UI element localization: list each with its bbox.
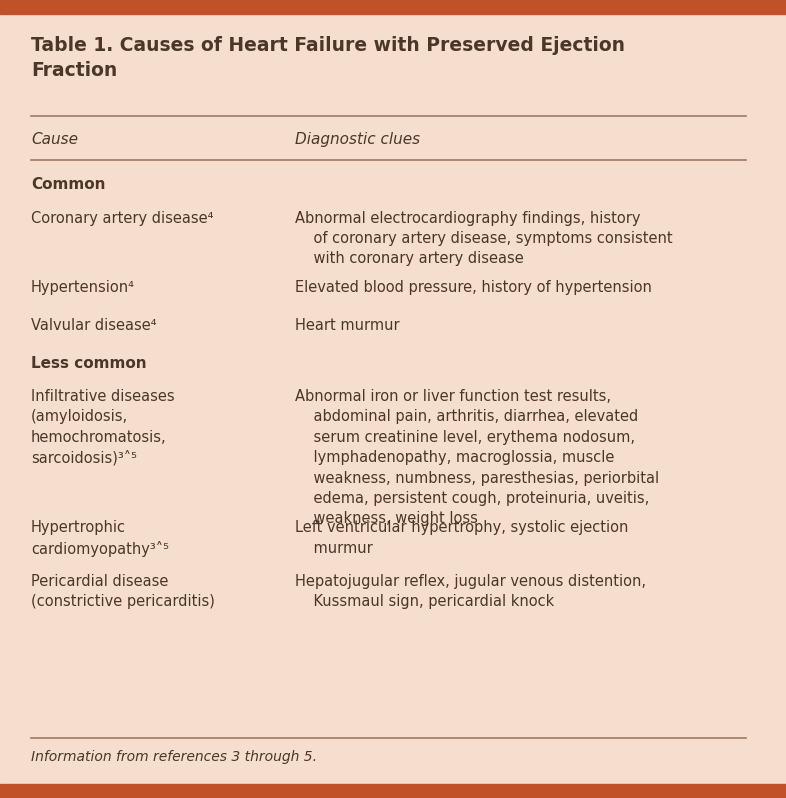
Text: Hypertension⁴: Hypertension⁴ bbox=[31, 280, 135, 294]
Text: Cause: Cause bbox=[31, 132, 78, 147]
Text: Information from references 3 through 5.: Information from references 3 through 5. bbox=[31, 750, 317, 764]
Text: Less common: Less common bbox=[31, 356, 147, 370]
Text: Table 1. Causes of Heart Failure with Preserved Ejection
Fraction: Table 1. Causes of Heart Failure with Pr… bbox=[31, 36, 625, 80]
Text: Heart murmur: Heart murmur bbox=[296, 318, 400, 333]
Text: Abnormal iron or liver function test results,
    abdominal pain, arthritis, dia: Abnormal iron or liver function test res… bbox=[296, 389, 659, 527]
Text: Infiltrative diseases
(amyloidosis,
hemochromatosis,
sarcoidosis)³˄⁵: Infiltrative diseases (amyloidosis, hemo… bbox=[31, 389, 174, 466]
Text: Diagnostic clues: Diagnostic clues bbox=[296, 132, 421, 147]
Text: Hepatojugular reflex, jugular venous distention,
    Kussmaul sign, pericardial : Hepatojugular reflex, jugular venous dis… bbox=[296, 574, 646, 609]
Text: Pericardial disease
(constrictive pericarditis): Pericardial disease (constrictive perica… bbox=[31, 574, 215, 609]
Text: Abnormal electrocardiography findings, history
    of coronary artery disease, s: Abnormal electrocardiography findings, h… bbox=[296, 211, 673, 267]
Text: Hypertrophic
cardiomyopathy³˄⁵: Hypertrophic cardiomyopathy³˄⁵ bbox=[31, 520, 169, 557]
Text: Coronary artery disease⁴: Coronary artery disease⁴ bbox=[31, 211, 214, 226]
Text: Left ventricular hypertrophy, systolic ejection
    murmur: Left ventricular hypertrophy, systolic e… bbox=[296, 520, 629, 555]
Text: Elevated blood pressure, history of hypertension: Elevated blood pressure, history of hype… bbox=[296, 280, 652, 294]
Text: Valvular disease⁴: Valvular disease⁴ bbox=[31, 318, 156, 333]
Text: Common: Common bbox=[31, 177, 105, 192]
